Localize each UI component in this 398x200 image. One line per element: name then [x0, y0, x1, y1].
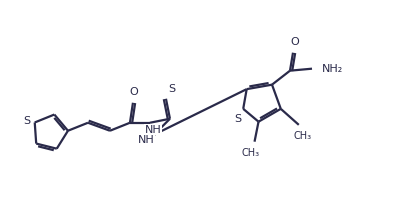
Text: O: O	[291, 37, 299, 47]
Text: NH: NH	[138, 135, 154, 145]
Text: CH₃: CH₃	[294, 131, 312, 141]
Text: NH: NH	[144, 125, 161, 135]
Text: S: S	[235, 114, 242, 124]
Text: S: S	[168, 84, 176, 94]
Text: S: S	[23, 116, 31, 126]
Text: O: O	[130, 87, 139, 97]
Text: CH₃: CH₃	[242, 148, 259, 158]
Text: NH₂: NH₂	[322, 64, 343, 74]
